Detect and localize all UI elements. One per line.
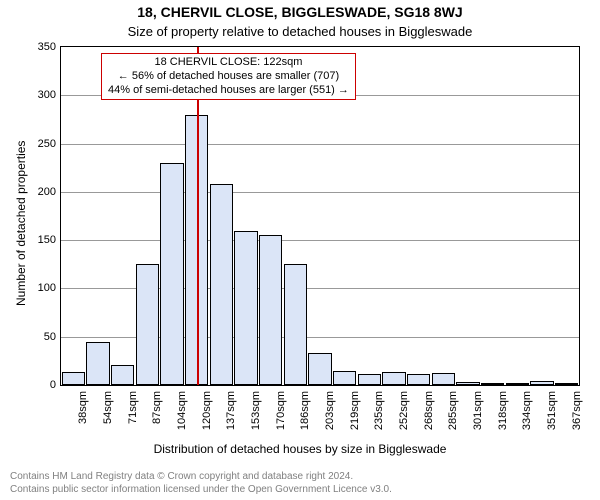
histogram-bar xyxy=(259,235,282,385)
histogram-bar xyxy=(160,163,183,385)
x-tick-label: 334sqm xyxy=(521,391,533,430)
x-axis-label: Distribution of detached houses by size … xyxy=(0,442,600,456)
gridline xyxy=(61,144,579,145)
histogram-bar xyxy=(481,383,504,385)
x-tick-label: 285sqm xyxy=(447,391,459,430)
property-stats-callout: 18 CHERVIL CLOSE: 122sqm ← 56% of detach… xyxy=(101,53,356,100)
y-tick-label: 150 xyxy=(38,234,61,246)
x-tick-label: 54sqm xyxy=(102,391,114,424)
callout-smaller-pct: ← 56% of detached houses are smaller (70… xyxy=(108,70,349,84)
x-tick-label: 351sqm xyxy=(546,391,558,430)
histogram-bar xyxy=(358,374,381,385)
callout-property-size: 18 CHERVIL CLOSE: 122sqm xyxy=(108,56,349,70)
y-tick-label: 0 xyxy=(50,379,61,391)
x-tick-label: 104sqm xyxy=(176,391,188,430)
gridline xyxy=(61,240,579,241)
histogram-bar xyxy=(382,372,405,385)
x-tick-label: 170sqm xyxy=(275,391,287,430)
x-tick-label: 186sqm xyxy=(299,391,311,430)
y-tick-label: 200 xyxy=(38,186,61,198)
histogram-bar xyxy=(530,381,553,385)
x-tick-label: 235sqm xyxy=(373,391,385,430)
x-tick-label: 318sqm xyxy=(497,391,509,430)
x-tick-label: 71sqm xyxy=(127,391,139,424)
histogram-bar xyxy=(86,342,109,385)
histogram-bar xyxy=(407,374,430,385)
histogram-bar xyxy=(234,231,257,386)
y-axis-label: Number of detached properties xyxy=(14,141,28,306)
callout-larger-pct: 44% of semi-detached houses are larger (… xyxy=(108,84,349,98)
footer-line-2: Contains public sector information licen… xyxy=(10,484,392,497)
histogram-bar xyxy=(136,264,159,385)
page-subtitle: Size of property relative to detached ho… xyxy=(0,24,600,39)
y-tick-label: 300 xyxy=(38,89,61,101)
x-tick-label: 120sqm xyxy=(201,391,213,430)
y-tick-label: 250 xyxy=(38,138,61,150)
y-tick-label: 50 xyxy=(44,331,61,343)
x-tick-label: 203sqm xyxy=(324,391,336,430)
y-tick-label: 350 xyxy=(38,41,61,53)
x-tick-label: 301sqm xyxy=(472,391,484,430)
gridline xyxy=(61,192,579,193)
footer-line-1: Contains HM Land Registry data © Crown c… xyxy=(10,471,392,484)
x-tick-label: 268sqm xyxy=(423,391,435,430)
attribution-footer: Contains HM Land Registry data © Crown c… xyxy=(10,471,392,496)
x-tick-label: 137sqm xyxy=(225,391,237,430)
x-tick-label: 153sqm xyxy=(250,391,262,430)
histogram-bar xyxy=(333,371,356,385)
histogram-bar xyxy=(308,353,331,385)
histogram-bar xyxy=(62,372,85,385)
histogram-bar xyxy=(432,373,455,385)
x-tick-label: 87sqm xyxy=(151,391,163,424)
histogram-bar xyxy=(506,383,529,385)
x-tick-label: 252sqm xyxy=(398,391,410,430)
x-tick-label: 367sqm xyxy=(571,391,583,430)
page-title-address: 18, CHERVIL CLOSE, BIGGLESWADE, SG18 8WJ xyxy=(0,4,600,20)
x-tick-label: 219sqm xyxy=(349,391,361,430)
histogram-plot-area: 18 CHERVIL CLOSE: 122sqm ← 56% of detach… xyxy=(60,46,580,386)
histogram-bar xyxy=(555,383,578,385)
x-tick-label: 38sqm xyxy=(77,391,89,424)
histogram-bar xyxy=(210,184,233,385)
histogram-bar xyxy=(111,365,134,385)
histogram-bar xyxy=(284,264,307,385)
y-tick-label: 100 xyxy=(38,282,61,294)
histogram-bar xyxy=(456,382,479,385)
